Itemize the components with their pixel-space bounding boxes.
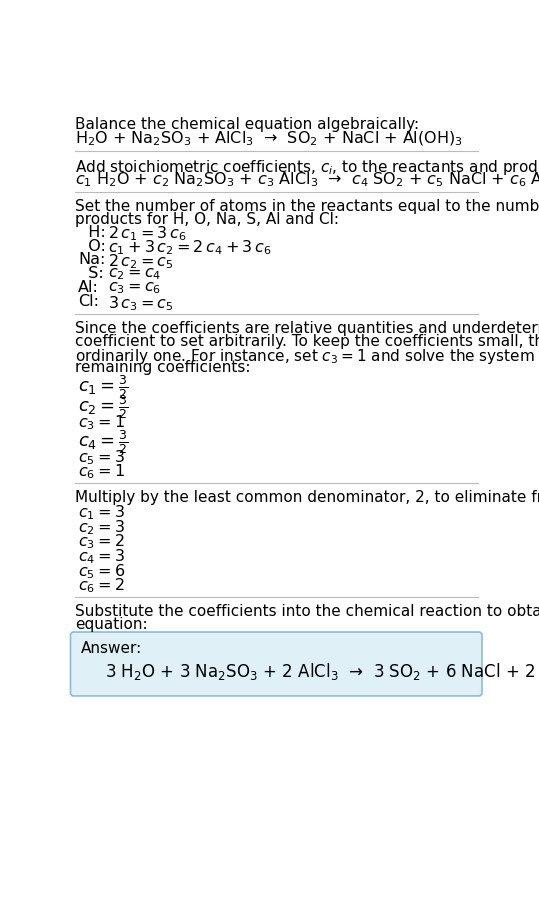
Text: $c_5 = 3$: $c_5 = 3$ [78, 448, 125, 467]
Text: $c_1 = 3$: $c_1 = 3$ [78, 503, 125, 522]
Text: Set the number of atoms in the reactants equal to the number of atoms in the: Set the number of atoms in the reactants… [75, 198, 539, 214]
Text: $c_3 = 1$: $c_3 = 1$ [78, 413, 125, 432]
Text: Na:: Na: [78, 252, 106, 268]
Text: Answer:: Answer: [81, 642, 143, 656]
Text: $2\,c_1 = 3\,c_6$: $2\,c_1 = 3\,c_6$ [108, 225, 186, 243]
Text: $c_4 = \frac{3}{2}$: $c_4 = \frac{3}{2}$ [78, 428, 129, 456]
Text: remaining coefficients:: remaining coefficients: [75, 360, 251, 375]
Text: Substitute the coefficients into the chemical reaction to obtain the balanced: Substitute the coefficients into the che… [75, 604, 539, 620]
Text: $c_3 = c_6$: $c_3 = c_6$ [108, 280, 161, 296]
Text: coefficient to set arbitrarily. To keep the coefficients small, the arbitrary va: coefficient to set arbitrarily. To keep … [75, 334, 539, 349]
Text: $c_1 + 3\,c_2 = 2\,c_4 + 3\,c_6$: $c_1 + 3\,c_2 = 2\,c_4 + 3\,c_6$ [108, 238, 271, 258]
Text: Al:: Al: [78, 280, 99, 295]
Text: 3 H$_2$O + 3 Na$_2$SO$_3$ + 2 AlCl$_3$  →  3 SO$_2$ + 6 NaCl + 2 Al(OH)$_3$: 3 H$_2$O + 3 Na$_2$SO$_3$ + 2 AlCl$_3$ →… [105, 662, 539, 682]
Text: $c_2 = c_4$: $c_2 = c_4$ [108, 267, 161, 282]
Text: $c_4 = 3$: $c_4 = 3$ [78, 547, 125, 566]
Text: $c_1 = \frac{3}{2}$: $c_1 = \frac{3}{2}$ [78, 373, 129, 401]
Text: Multiply by the least common denominator, 2, to eliminate fractional coefficient: Multiply by the least common denominator… [75, 490, 539, 505]
Text: Since the coefficients are relative quantities and underdetermined, choose a: Since the coefficients are relative quan… [75, 321, 539, 336]
Text: $3\,c_3 = c_5$: $3\,c_3 = c_5$ [108, 294, 173, 313]
Text: $c_1$ H$_2$O + $c_2$ Na$_2$SO$_3$ + $c_3$ AlCl$_3$  →  $c_4$ SO$_2$ + $c_5$ NaCl: $c_1$ H$_2$O + $c_2$ Na$_2$SO$_3$ + $c_3… [75, 171, 539, 189]
Text: H:: H: [78, 225, 106, 239]
Text: $c_6 = 2$: $c_6 = 2$ [78, 577, 125, 595]
Text: O:: O: [78, 238, 106, 254]
Text: equation:: equation: [75, 617, 148, 632]
Text: $c_2 = 3$: $c_2 = 3$ [78, 518, 125, 537]
Text: $c_3 = 2$: $c_3 = 2$ [78, 532, 125, 551]
Text: $2\,c_2 = c_5$: $2\,c_2 = c_5$ [108, 252, 173, 271]
Text: products for H, O, Na, S, Al and Cl:: products for H, O, Na, S, Al and Cl: [75, 212, 339, 227]
Text: Balance the chemical equation algebraically:: Balance the chemical equation algebraica… [75, 116, 419, 132]
Text: H$_2$O + Na$_2$SO$_3$ + AlCl$_3$  →  SO$_2$ + NaCl + Al(OH)$_3$: H$_2$O + Na$_2$SO$_3$ + AlCl$_3$ → SO$_2… [75, 130, 463, 148]
Text: $c_6 = 1$: $c_6 = 1$ [78, 462, 125, 481]
Text: ordinarily one. For instance, set $c_3 = 1$ and solve the system of equations fo: ordinarily one. For instance, set $c_3 =… [75, 347, 539, 366]
Text: $c_5 = 6$: $c_5 = 6$ [78, 562, 126, 581]
Text: Cl:: Cl: [78, 294, 99, 309]
Text: Add stoichiometric coefficients, $c_i$, to the reactants and products:: Add stoichiometric coefficients, $c_i$, … [75, 157, 539, 177]
Text: $c_2 = \frac{3}{2}$: $c_2 = \frac{3}{2}$ [78, 393, 129, 421]
FancyBboxPatch shape [71, 632, 482, 696]
Text: S:: S: [78, 267, 104, 281]
